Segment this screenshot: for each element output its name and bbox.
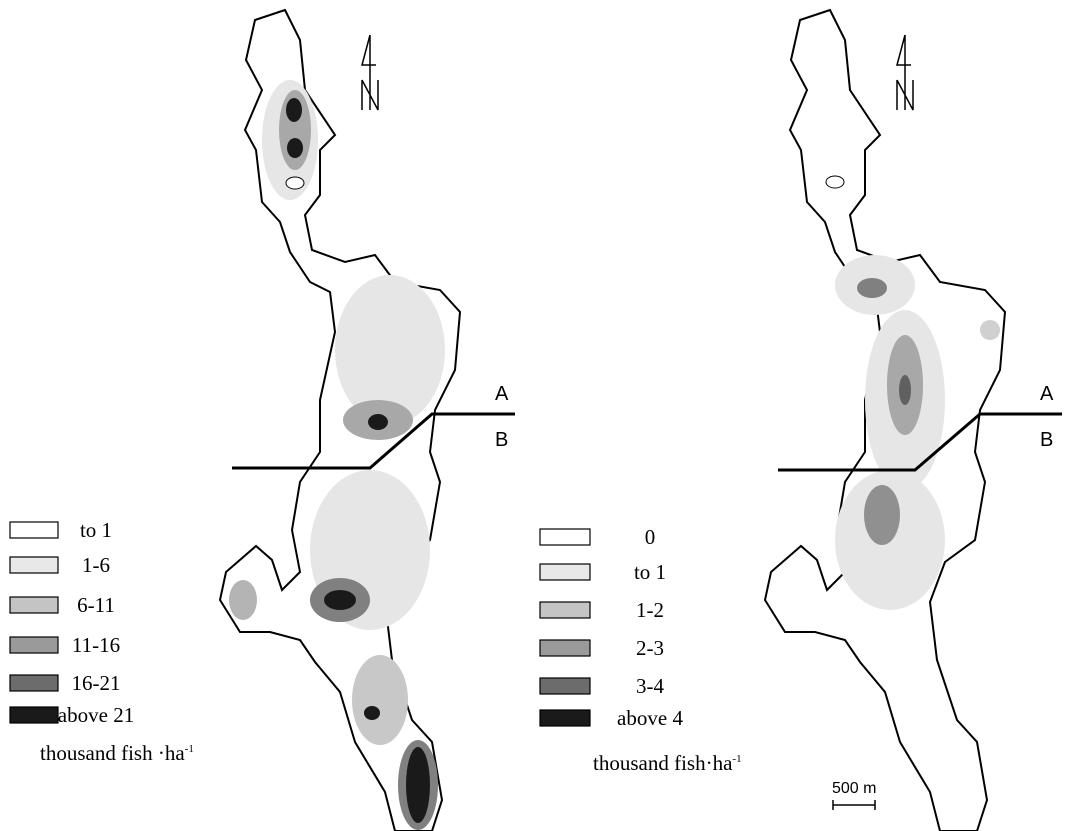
legend-swatch xyxy=(10,557,58,573)
legend-label: 3-4 xyxy=(636,674,664,698)
left-map xyxy=(220,10,515,831)
figure: 500 m to 1 1-6 6-11 11-16 16-21 above 21 thous… xyxy=(0,0,1065,831)
section-label: B xyxy=(495,429,508,451)
legend-swatch xyxy=(540,564,590,580)
legend-label: above 21 xyxy=(58,703,134,727)
section-label: B xyxy=(1040,429,1053,451)
legend-swatch xyxy=(540,640,590,656)
north-arrow xyxy=(362,35,378,110)
legend-label: 11-16 xyxy=(72,633,120,657)
legend-swatch xyxy=(10,707,58,723)
legend-unit: thousand fish·ha-1 xyxy=(593,751,742,775)
legend-swatch xyxy=(10,675,58,691)
legend-label: 16-21 xyxy=(72,671,121,695)
legend-label: 1-2 xyxy=(636,598,664,622)
legend-label: 2-3 xyxy=(636,636,664,660)
legend-swatch xyxy=(10,522,58,538)
legend-swatch xyxy=(10,597,58,613)
legend-swatch xyxy=(540,710,590,726)
legend-swatch xyxy=(540,678,590,694)
legend-swatch xyxy=(540,529,590,545)
unit-superscript: -1 xyxy=(185,743,194,755)
legend-label: 0 xyxy=(645,525,656,549)
legend-label: 6-11 xyxy=(77,593,115,617)
legend-swatch xyxy=(10,637,58,653)
section-label: A xyxy=(1040,383,1054,405)
unit-text: thousand fish ·ha xyxy=(40,741,185,765)
north-arrow xyxy=(897,35,913,110)
scale-bar xyxy=(833,800,875,810)
scale-label: 500 m xyxy=(832,780,876,797)
unit-superscript: -1 xyxy=(732,753,741,765)
legend-label: 1-6 xyxy=(82,553,110,577)
legend-label: above 4 xyxy=(617,706,683,730)
section-label: A xyxy=(495,383,509,405)
legend-unit: thousand fish ·ha-1 xyxy=(40,741,194,765)
legend-label: to 1 xyxy=(80,518,112,542)
legend-swatch xyxy=(540,602,590,618)
right-map: 500 m xyxy=(765,10,1062,831)
unit-text: thousand fish·ha xyxy=(593,751,733,775)
legend-label: to 1 xyxy=(634,560,666,584)
